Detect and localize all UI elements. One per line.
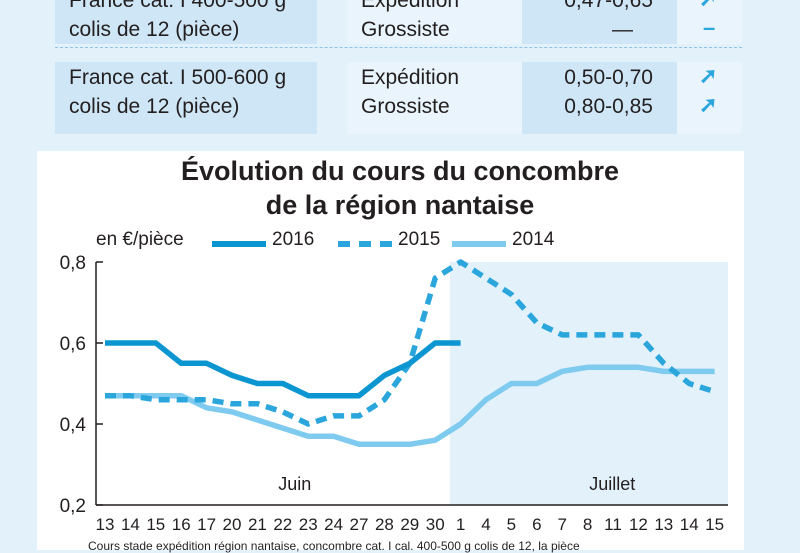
x-tick-label: 21	[248, 515, 267, 534]
month-label: Juin	[278, 474, 311, 494]
up-arrow-icon: ➚	[699, 63, 718, 88]
x-tick-label: 16	[172, 515, 191, 534]
table-row: France cat. I 400-500 g colis de 12 (piè…	[55, 0, 742, 44]
x-tick-label: 29	[400, 515, 419, 534]
stade-label: Grossiste	[361, 18, 450, 41]
x-tick-label: 6	[532, 515, 541, 534]
y-tick-label: 0,2	[60, 496, 86, 517]
x-tick-label: 20	[223, 515, 242, 534]
up-arrow-icon: ➚	[699, 92, 718, 117]
chart-title-line-2: de la région nantaise	[265, 190, 535, 220]
x-tick-label: 24	[324, 515, 343, 534]
chart-title-line-1: Évolution du cours du concombre	[180, 156, 620, 186]
legend-label-2015: 2015	[398, 229, 441, 250]
price-value: 0,80-0,85	[564, 95, 653, 118]
x-tick-label: 17	[197, 515, 216, 534]
x-tick-label: 13	[654, 515, 673, 534]
legend-label-2014: 2014	[512, 229, 555, 250]
product-cell: France cat. I 500-600 g colis de 12 (piè…	[55, 62, 317, 134]
series-line-2014	[105, 364, 715, 448]
price-value: 0,50-0,70	[564, 66, 653, 89]
series-line-2016	[105, 340, 461, 399]
legend-swatch-2016	[212, 241, 266, 247]
x-tick-label: 22	[273, 515, 292, 534]
y-tick-label: 0,6	[60, 334, 86, 355]
x-tick-label: 15	[705, 515, 724, 534]
x-tick-label: 28	[375, 515, 394, 534]
y-tick-label: 0,8	[60, 253, 86, 274]
divider	[55, 47, 742, 48]
trend-cell: ➚ ➚	[677, 62, 742, 134]
price-table: France cat. I 400-500 g colis de 12 (piè…	[0, 0, 800, 134]
x-tick-label: 23	[299, 515, 318, 534]
product-line: colis de 12 (pièce)	[69, 18, 240, 41]
x-tick-label: 5	[507, 515, 516, 534]
x-tick-label: 7	[557, 515, 566, 534]
x-tick-label: 11	[604, 515, 622, 534]
july-background	[449, 262, 728, 505]
x-tick-label: 4	[481, 515, 490, 534]
product-line: France cat. I 500-600 g	[69, 66, 287, 89]
price-value: —	[612, 18, 633, 41]
x-tick-label: 8	[583, 515, 592, 534]
price-value: 0,47-0,65	[564, 0, 653, 12]
y-tick-label: 0,4	[60, 415, 87, 436]
up-arrow-icon: ➚	[699, 0, 717, 12]
x-tick-label: 13	[96, 515, 115, 534]
stade-label: Expédition	[361, 0, 460, 12]
product-cell: France cat. I 400-500 g colis de 12 (piè…	[55, 0, 317, 44]
unit-label: en €/pièce	[96, 229, 184, 250]
legend-swatch-2015	[338, 241, 392, 247]
legend-swatch-2014	[452, 241, 506, 247]
legend-label-2016: 2016	[272, 229, 315, 250]
price-cell: 0,47-0,65 —	[522, 0, 677, 44]
stade-label: Expédition	[361, 66, 460, 89]
month-label: Juillet	[589, 474, 635, 494]
x-tick-label: 15	[146, 515, 165, 534]
trend-cell: ➚ –	[677, 0, 742, 44]
x-tick-label: 1	[456, 515, 465, 534]
stable-dash-icon: –	[703, 15, 716, 40]
table-row: France cat. I 500-600 g colis de 12 (piè…	[55, 62, 742, 134]
x-tick-label: 12	[629, 515, 648, 534]
x-tick-label: 30	[426, 515, 445, 534]
x-tick-label: 14	[121, 515, 140, 534]
x-tick-label: 27	[350, 515, 369, 534]
product-line: colis de 12 (pièce)	[69, 95, 240, 118]
chart-footnote: Cours stade expédition région nantaise, …	[88, 539, 580, 553]
x-tick-label: 14	[680, 515, 699, 534]
price-cell: 0,50-0,70 0,80-0,85	[522, 62, 677, 134]
product-line: France cat. I 400-500 g	[69, 0, 287, 12]
stade-label: Grossiste	[361, 95, 450, 118]
